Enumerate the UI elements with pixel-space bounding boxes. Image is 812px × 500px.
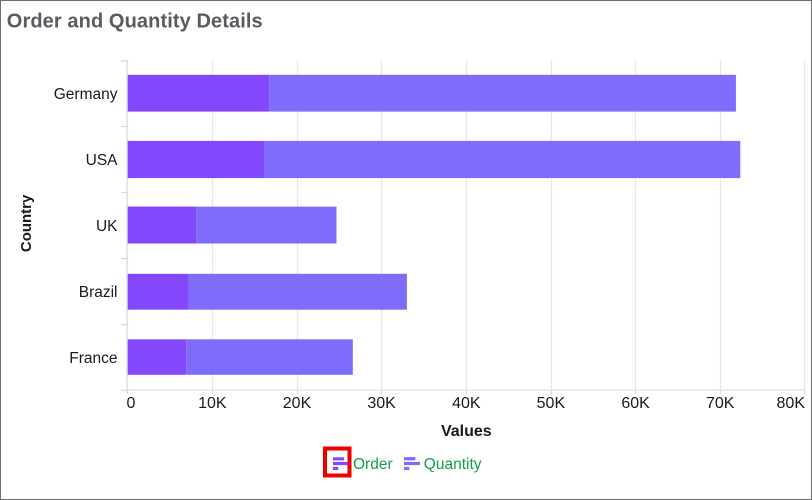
svg-text:Order and Quantity Details: Order and Quantity Details	[7, 10, 263, 32]
svg-text:10K: 10K	[198, 395, 227, 412]
svg-text:60K: 60K	[621, 395, 650, 412]
svg-text:Values: Values	[441, 423, 492, 440]
svg-text:UK: UK	[96, 218, 118, 235]
svg-text:0: 0	[127, 395, 136, 412]
svg-text:70K: 70K	[706, 395, 735, 412]
svg-text:30K: 30K	[367, 395, 396, 412]
svg-text:50K: 50K	[537, 395, 566, 412]
svg-text:Country: Country	[18, 194, 35, 252]
svg-text:Order: Order	[353, 456, 393, 473]
svg-text:40K: 40K	[452, 395, 481, 412]
svg-text:20K: 20K	[283, 395, 312, 412]
svg-text:Quantity: Quantity	[424, 456, 482, 473]
svg-text:France: France	[69, 350, 117, 367]
svg-text:USA: USA	[86, 152, 119, 169]
svg-text:Germany: Germany	[54, 86, 118, 103]
svg-text:Brazil: Brazil	[79, 284, 118, 301]
svg-text:80K: 80K	[777, 395, 806, 412]
